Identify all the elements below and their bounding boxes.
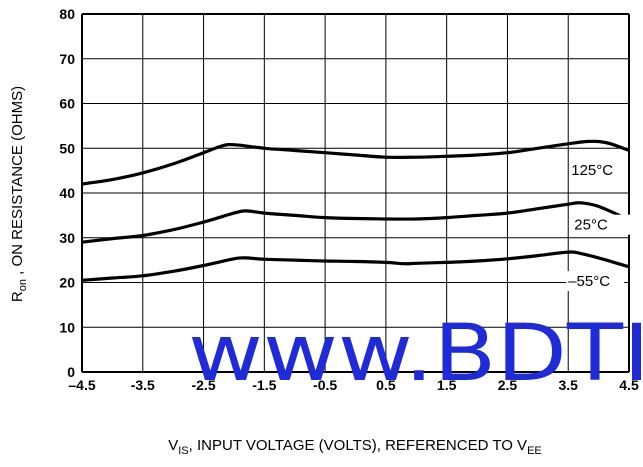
- series-line-2: [81, 250, 630, 282]
- grid: [81, 13, 630, 373]
- x-tick-label: -3.5: [131, 377, 155, 393]
- series-line-0: [81, 139, 630, 186]
- y-tick-label: 0: [67, 364, 75, 380]
- x-tick-label: 1.5: [437, 377, 457, 393]
- y-tick-label: 80: [59, 6, 75, 22]
- y-tick-label: 50: [59, 140, 75, 156]
- x-tick-label: 0.5: [376, 377, 396, 393]
- series-labels: 125°C 25°C –55°C: [566, 160, 631, 292]
- series-line-1: [81, 201, 630, 244]
- x-axis-label: VIS, INPUT VOLTAGE (VOLTS), REFERENCED T…: [168, 437, 542, 457]
- series-label-bg: [572, 214, 631, 235]
- series-lines: [81, 139, 630, 282]
- series-label: 125°C: [571, 162, 613, 179]
- series-label-bg: [566, 271, 625, 292]
- series-label: –55°C: [568, 273, 610, 290]
- y-tick-label: 20: [59, 275, 75, 291]
- x-tick-label: -0.5: [313, 377, 337, 393]
- series-label: 25°C: [574, 217, 608, 234]
- y-tick-label: 30: [59, 230, 75, 246]
- y-tick-label: 60: [59, 96, 75, 112]
- x-tick-label: 4.5: [619, 377, 639, 393]
- x-tick-label: -2.5: [191, 377, 215, 393]
- x-tick-label: 2.5: [498, 377, 518, 393]
- watermark: www.BDTI: [188, 309, 643, 399]
- y-tick-label: 10: [59, 319, 75, 335]
- series-label-bg: [569, 160, 628, 181]
- x-tick-label: –4.5: [68, 377, 95, 393]
- x-tick-label: 3.5: [558, 377, 578, 393]
- y-tick-label: 40: [59, 185, 75, 201]
- y-axis-label: Ron , ON RESISTANCE (OHMS): [9, 86, 29, 302]
- tick-labels: –4.5 -3.5 -2.5 -1.5 -0.5 0.5 1.5 2.5 3.5 4.5 0 10 20…: [59, 6, 639, 393]
- x-tick-label: -1.5: [252, 377, 276, 393]
- y-tick-label: 70: [59, 51, 75, 67]
